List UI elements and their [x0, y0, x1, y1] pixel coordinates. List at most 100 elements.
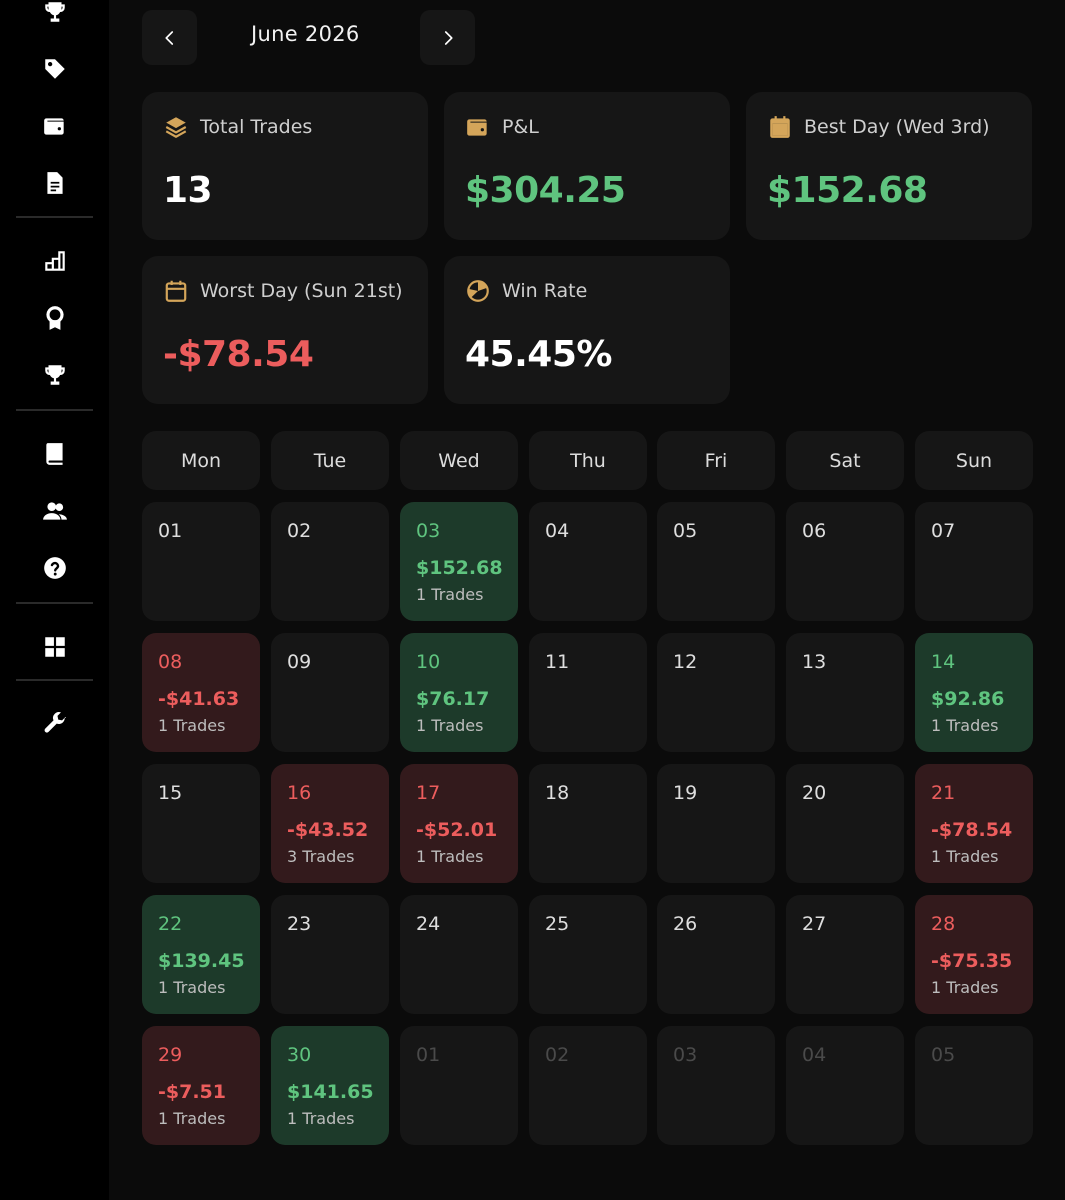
calendar-day[interactable]: 14 $92.86 1 Trades	[915, 633, 1033, 752]
calendar-day[interactable]: 24	[400, 895, 518, 1014]
pnl-card: P&L $304.25	[444, 92, 730, 240]
sidebar-item-tags[interactable]	[40, 54, 70, 84]
day-number: 06	[802, 520, 827, 542]
calendar-day-outside-month[interactable]: 05	[915, 1026, 1033, 1145]
calendar-day[interactable]: 03 $152.68 1 Trades	[400, 502, 518, 621]
weekday-header-thu: Thu	[529, 431, 647, 490]
day-pnl: $92.86	[931, 688, 1005, 710]
day-number: 12	[673, 651, 698, 673]
day-number: 25	[545, 913, 570, 935]
day-trade-count: 1 Trades	[931, 847, 999, 866]
calendar-day[interactable]: 17 -$52.01 1 Trades	[400, 764, 518, 883]
sidebar-item-help[interactable]	[40, 553, 70, 583]
day-number: 10	[416, 651, 441, 673]
weekday-header-sat: Sat	[786, 431, 904, 490]
calendar-day[interactable]: 11	[529, 633, 647, 752]
prev-month-button[interactable]	[142, 10, 197, 65]
calendar-day[interactable]: 20	[786, 764, 904, 883]
day-number: 21	[931, 782, 956, 804]
calendar-day[interactable]: 18	[529, 764, 647, 883]
sidebar-item-reports[interactable]	[40, 246, 70, 276]
calendar-day[interactable]: 22 $139.45 1 Trades	[142, 895, 260, 1014]
sidebar-item-dashboard[interactable]	[40, 632, 70, 662]
sidebar-divider	[16, 679, 93, 681]
day-trade-count: 3 Trades	[287, 847, 355, 866]
wallet-icon	[467, 119, 487, 136]
calendar-day[interactable]: 15	[142, 764, 260, 883]
award-icon	[46, 306, 64, 330]
calendar-day[interactable]: 27	[786, 895, 904, 1014]
day-number: 28	[931, 913, 956, 935]
calendar-day-outside-month[interactable]: 01	[400, 1026, 518, 1145]
calendar-day[interactable]: 12	[657, 633, 775, 752]
calendar-day[interactable]: 01	[142, 502, 260, 621]
calendar-day[interactable]: 05	[657, 502, 775, 621]
calendar-day[interactable]: 10 $76.17 1 Trades	[400, 633, 518, 752]
calendar-day[interactable]: 29 -$7.51 1 Trades	[142, 1026, 260, 1145]
calendar-day[interactable]: 21 -$78.54 1 Trades	[915, 764, 1033, 883]
day-pnl: $76.17	[416, 688, 490, 710]
day-number: 19	[673, 782, 698, 804]
win-rate-value: 45.45%	[465, 334, 612, 375]
sidebar-item-leaderboard[interactable]	[40, 360, 70, 390]
calendar-day[interactable]: 25	[529, 895, 647, 1014]
day-number: 18	[545, 782, 570, 804]
day-number: 11	[545, 651, 570, 673]
day-trade-count: 1 Trades	[287, 1109, 355, 1128]
grid-icon	[45, 637, 65, 657]
tag-icon	[45, 59, 65, 79]
day-trade-count: 1 Trades	[931, 716, 999, 735]
total-trades-value: 13	[163, 170, 213, 211]
calendar-day-outside-month[interactable]: 03	[657, 1026, 775, 1145]
sidebar-item-wallet[interactable]	[40, 111, 70, 141]
calendar-day[interactable]: 16 -$43.52 3 Trades	[271, 764, 389, 883]
day-number: 20	[802, 782, 827, 804]
day-number: 01	[416, 1044, 441, 1066]
calendar-main: June 2026 Total Trades 13 P&L $304.25 Be…	[109, 0, 1065, 1200]
calendar-day[interactable]: 28 -$75.35 1 Trades	[915, 895, 1033, 1014]
weekday-header-wed: Wed	[400, 431, 518, 490]
total-trades-label: Total Trades	[200, 116, 313, 138]
weekday-header-tue: Tue	[271, 431, 389, 490]
win-rate-label: Win Rate	[502, 280, 588, 302]
day-number: 05	[673, 520, 698, 542]
calendar-day-outside-month[interactable]: 02	[529, 1026, 647, 1145]
help-icon	[44, 557, 66, 579]
worst-day-value: -$78.54	[163, 334, 314, 375]
calendar-day[interactable]: 30 $141.65 1 Trades	[271, 1026, 389, 1145]
day-trade-count: 1 Trades	[416, 847, 484, 866]
sidebar-item-achievements[interactable]	[40, 303, 70, 333]
calendar-day[interactable]: 06	[786, 502, 904, 621]
calendar-day[interactable]: 13	[786, 633, 904, 752]
next-month-button[interactable]	[420, 10, 475, 65]
calendar-day[interactable]: 07	[915, 502, 1033, 621]
book-icon	[46, 443, 63, 465]
day-number: 14	[931, 651, 956, 673]
sidebar-divider	[16, 216, 93, 218]
calendar-day[interactable]: 08 -$41.63 1 Trades	[142, 633, 260, 752]
calendar-day[interactable]: 26	[657, 895, 775, 1014]
calendar-day[interactable]: 02	[271, 502, 389, 621]
weekday-header-mon: Mon	[142, 431, 260, 490]
chevron-right-icon	[444, 30, 453, 45]
calendar-day[interactable]: 23	[271, 895, 389, 1014]
day-number: 15	[158, 782, 183, 804]
sidebar-item-journal[interactable]	[40, 439, 70, 469]
day-pnl: -$75.35	[931, 950, 1013, 972]
day-number: 05	[931, 1044, 956, 1066]
sidebar-item-settings[interactable]	[40, 709, 70, 739]
day-number: 23	[287, 913, 312, 935]
calendar-day[interactable]: 19	[657, 764, 775, 883]
sidebar-item-trophy[interactable]	[40, 0, 70, 27]
total-trades-card: Total Trades 13	[142, 92, 428, 240]
calendar-day[interactable]: 09	[271, 633, 389, 752]
day-trade-count: 1 Trades	[158, 716, 226, 735]
day-number: 26	[673, 913, 698, 935]
trophy-icon	[45, 365, 65, 385]
worst-day-card: Worst Day (Sun 21st) -$78.54	[142, 256, 428, 404]
sidebar-item-documents[interactable]	[40, 168, 70, 198]
calendar-day-outside-month[interactable]: 04	[786, 1026, 904, 1145]
calendar-day[interactable]: 04	[529, 502, 647, 621]
day-number: 30	[287, 1044, 312, 1066]
sidebar-item-community[interactable]	[40, 496, 70, 526]
